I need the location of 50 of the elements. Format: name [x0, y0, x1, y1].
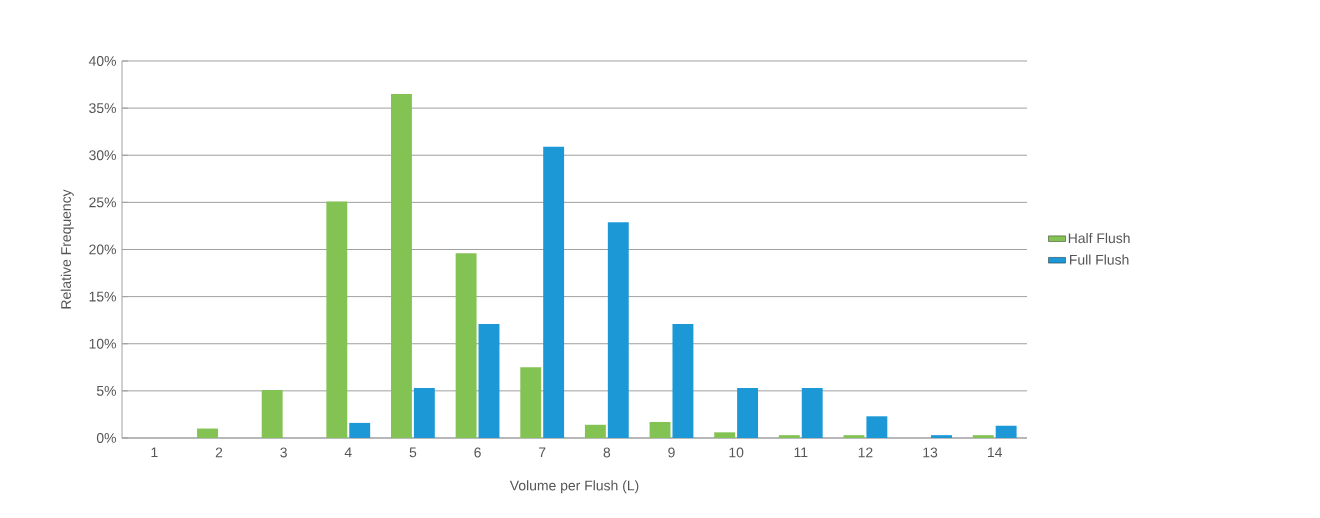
legend-label: Full Flush [1070, 254, 1129, 265]
x-tick-label: 12 [858, 447, 873, 458]
x-tick-label: 3 [280, 447, 287, 458]
bar [413, 388, 435, 438]
bar [455, 253, 477, 438]
y-tick-label: 35% [89, 103, 116, 114]
y-tick-label: 5% [96, 385, 116, 396]
x-tick-label: 4 [344, 447, 352, 458]
bar [349, 422, 371, 438]
bar [649, 421, 671, 438]
y-tick-label: 40% [88, 56, 116, 66]
x-tick-label: 10 [729, 447, 744, 458]
bar [995, 425, 1017, 438]
bar [607, 222, 629, 438]
bar [737, 388, 759, 438]
y-tick-label: 15% [89, 291, 116, 302]
bar [778, 435, 800, 438]
bar [866, 416, 888, 438]
bar [520, 367, 542, 438]
y-axis-title: Relative Frequency [60, 189, 74, 309]
x-tick-label: 9 [668, 447, 675, 458]
bar [801, 388, 823, 438]
bar [843, 435, 865, 438]
x-tick-label: 5 [409, 447, 417, 458]
bar [391, 93, 412, 438]
x-tick-label: 1 [151, 447, 158, 458]
y-tick-label: 0% [96, 433, 116, 443]
bar [478, 323, 500, 438]
legend-label: Half Flush [1068, 232, 1130, 244]
x-axis-title: Volume per Flush (L) [509, 480, 639, 494]
y-tick-label: 10% [89, 338, 116, 349]
x-tick-label: 11 [794, 447, 808, 458]
bar [672, 323, 694, 438]
bar [326, 201, 348, 438]
x-tick-label: 7 [539, 447, 546, 458]
y-tick-label: 25% [89, 197, 116, 208]
y-tick-label: 20% [89, 244, 116, 255]
y-tick-label: 30% [89, 150, 116, 161]
x-tick-label: 2 [215, 447, 223, 458]
bar [261, 389, 283, 438]
x-tick-label: 6 [474, 447, 481, 458]
bar [584, 424, 606, 438]
bar [543, 146, 565, 438]
x-tick-label: 14 [988, 447, 1003, 458]
bar [972, 435, 994, 438]
x-tick-label: 13 [923, 447, 938, 458]
bar [197, 428, 218, 438]
bar [931, 435, 952, 438]
bar [714, 432, 736, 438]
x-tick-label: 8 [603, 447, 611, 458]
